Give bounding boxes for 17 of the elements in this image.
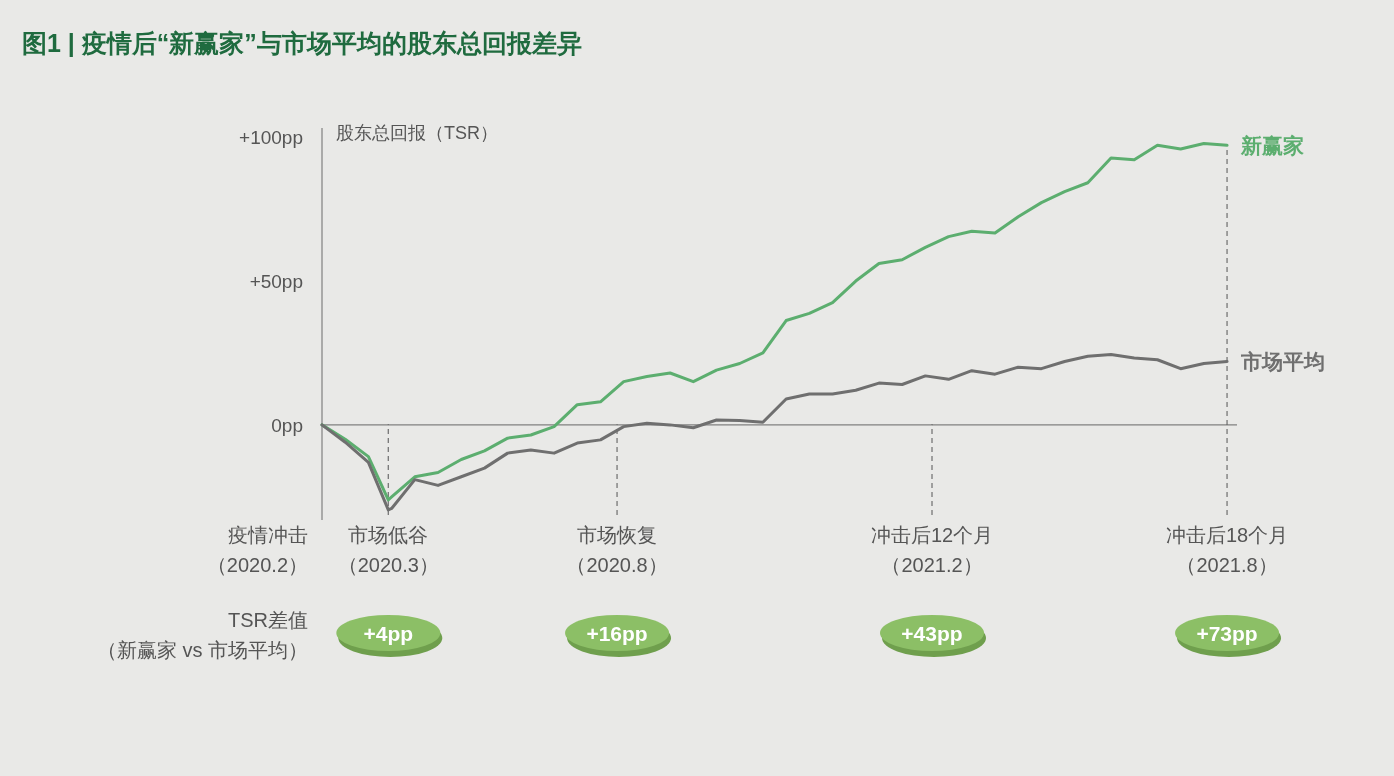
series-label: 新赢家 [1240, 134, 1305, 158]
x-tick-label: 市场恢复（2020.8） [566, 524, 668, 576]
text: +43pp [901, 622, 963, 645]
x-tick-label: 冲击后12个月（2021.2） [870, 524, 994, 576]
text: TSR差值（新赢家 vs 市场平均） [96, 609, 308, 661]
chart-title: 图1 | 疫情后“新赢家”与市场平均的股东总回报差异 [22, 29, 582, 57]
text: +16pp [586, 622, 648, 645]
y-axis-title: 股东总回报（TSR） [336, 123, 498, 143]
text: 疫情冲击（2020.2） [206, 524, 308, 576]
x-tick-label: 冲击后18个月（2021.8） [1165, 524, 1289, 576]
y-tick-label: 0pp [271, 414, 303, 436]
text: +73pp [1196, 622, 1258, 645]
text: +4pp [363, 622, 414, 645]
series-label: 市场平均 [1240, 350, 1326, 374]
x-tick-label: 市场低谷（2020.3） [337, 524, 439, 576]
y-tick-label: +100pp [239, 126, 303, 148]
y-tick-label: +50pp [249, 270, 303, 292]
